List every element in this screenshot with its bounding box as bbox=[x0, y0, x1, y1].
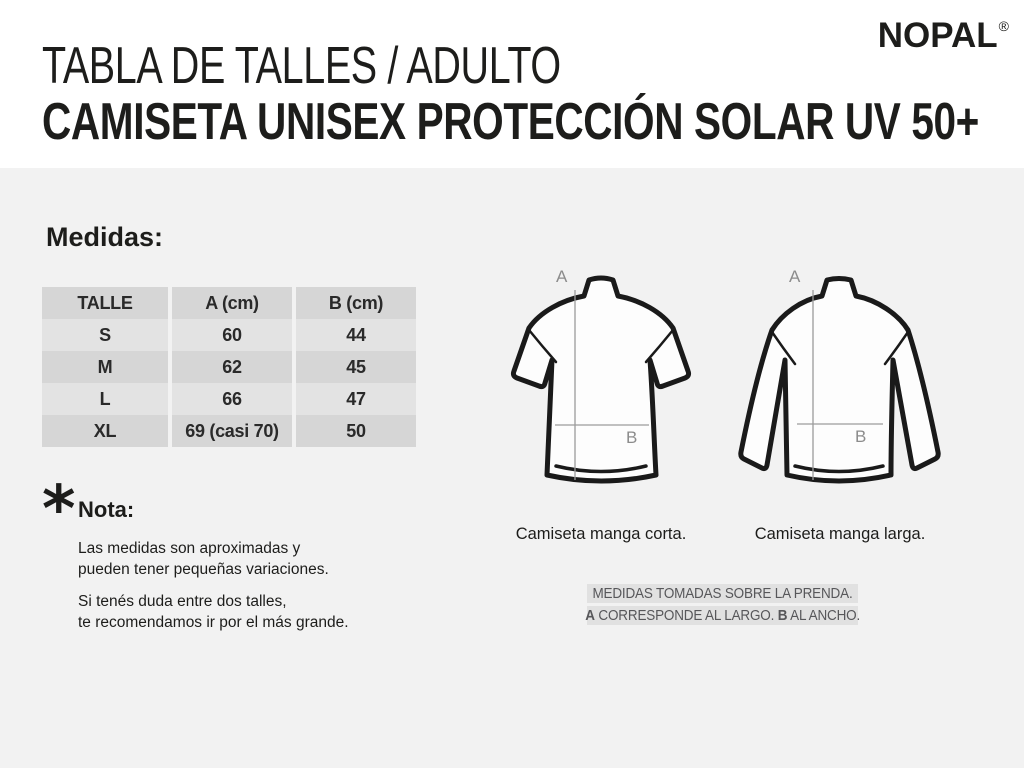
legend-box-1: MEDIDAS TOMADAS SOBRE LA PRENDA. bbox=[587, 584, 858, 603]
page-subtitle: CAMISETA UNISEX PROTECCIÓN SOLAR UV 50+ bbox=[42, 93, 979, 151]
shirt-outline bbox=[738, 276, 941, 484]
dim-label-b: B bbox=[626, 428, 638, 447]
long-sleeve-shirt-drawing bbox=[738, 276, 941, 484]
legend-line-1: MEDIDAS TOMADAS SOBRE LA PRENDA. bbox=[592, 585, 853, 602]
dim-label-b: B bbox=[855, 427, 867, 446]
col-header-talle: TALLE bbox=[42, 287, 168, 319]
short-sleeve-shirt-drawing bbox=[510, 275, 692, 484]
shirt-outline bbox=[510, 275, 692, 484]
brand-name: NOPAL bbox=[877, 16, 998, 55]
cell-size-l-a: 66 bbox=[172, 383, 292, 415]
note-p2-line2: te recomendamos ir por el más grande. bbox=[78, 614, 349, 631]
legend-line-2-end: AL ANCHO. bbox=[787, 607, 860, 624]
hem-line bbox=[793, 464, 885, 474]
legend-a-bold: A bbox=[585, 607, 595, 624]
short-sleeve-caption: Camiseta manga corta. bbox=[515, 525, 687, 543]
cell-size-xl-a: 69 (casi 70) bbox=[172, 415, 292, 447]
cell-size-s-b: 44 bbox=[296, 319, 416, 351]
dim-label-a: A bbox=[789, 267, 801, 286]
hem-line bbox=[554, 464, 648, 474]
note-paragraph-2: Si tenés duda entre dos talles, te recome… bbox=[78, 591, 349, 633]
right-armhole-seam bbox=[644, 328, 675, 364]
cell-size-l-label: L bbox=[42, 383, 168, 415]
long-sleeve-shirt-diagram: A B bbox=[737, 268, 943, 492]
col-header-a-cm: A (cm) bbox=[172, 287, 292, 319]
left-armhole-seam bbox=[770, 330, 797, 366]
cell-size-m-label: M bbox=[42, 351, 168, 383]
right-armhole-seam bbox=[883, 330, 910, 366]
cell-size-xl-b: 50 bbox=[296, 415, 416, 447]
note-p1-line1: Las medidas son aproximadas y bbox=[78, 540, 301, 557]
brand-logo: NOPAL® bbox=[877, 16, 1009, 56]
cell-size-l-b: 47 bbox=[296, 383, 416, 415]
long-sleeve-caption: Camiseta manga larga. bbox=[754, 525, 926, 543]
legend-box-2: A CORRESPONDE AL LARGO. B AL ANCHO. bbox=[585, 606, 860, 625]
section-title-medidas: Medidas: bbox=[46, 222, 164, 252]
note-p1-line2: pueden tener pequeñas variaciones. bbox=[78, 561, 329, 578]
page-title: TABLA DE TALLES / ADULTO bbox=[42, 37, 561, 95]
cell-size-s-label: S bbox=[42, 319, 168, 351]
cell-size-m-a: 62 bbox=[172, 351, 292, 383]
short-sleeve-shirt-diagram: A B bbox=[510, 268, 692, 492]
dim-label-a: A bbox=[556, 267, 568, 286]
asterisk-icon: * bbox=[42, 473, 76, 547]
note-title: Nota: bbox=[78, 497, 135, 522]
size-table: TALLE A (cm) B (cm) S 60 44 M 62 45 L 66… bbox=[42, 287, 416, 447]
cell-size-xl-label: XL bbox=[42, 415, 168, 447]
legend-b-bold: B bbox=[777, 607, 788, 624]
note-p2-line1: Si tenés duda entre dos talles, bbox=[78, 593, 287, 610]
cell-size-m-b: 45 bbox=[296, 351, 416, 383]
left-armhole-seam bbox=[527, 328, 558, 364]
legend-line-2-mid: CORRESPONDE AL LARGO. bbox=[594, 607, 778, 624]
legend-line-2: A CORRESPONDE AL LARGO. B AL ANCHO. bbox=[585, 607, 860, 624]
col-header-b-cm: B (cm) bbox=[296, 287, 416, 319]
registered-trademark-mark: ® bbox=[998, 18, 1009, 34]
header-band: TABLA DE TALLES / ADULTO CAMISETA UNISEX… bbox=[0, 0, 1024, 168]
cell-size-s-a: 60 bbox=[172, 319, 292, 351]
note-paragraph-1: Las medidas son aproximadas y pueden tene… bbox=[78, 538, 329, 580]
